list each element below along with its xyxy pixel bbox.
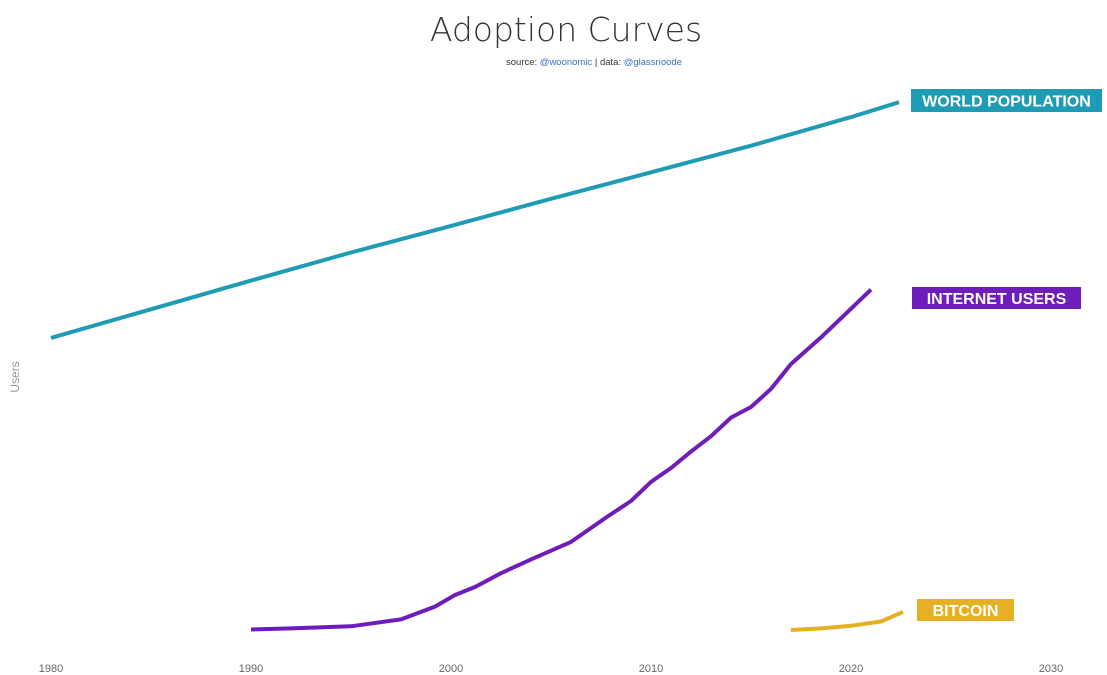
x-tick-label-2030: 2030 <box>1039 663 1063 675</box>
series-label-text-internet-users: INTERNET USERS <box>927 291 1067 308</box>
series-label-box-internet-users <box>912 287 1081 309</box>
series-label-bitcoin: BITCOIN <box>917 599 1014 621</box>
x-axis-ticks: 1980 1990 2000 2010 2020 2030 <box>39 663 1063 675</box>
source-handle-link[interactable]: @woonomic <box>540 57 593 68</box>
series-label-box-world-population <box>911 89 1102 112</box>
series-label-text-bitcoin: BITCOIN <box>933 603 999 620</box>
series-lines <box>50 100 904 632</box>
y-axis-label: Users <box>8 361 22 392</box>
series-line-world-population <box>50 100 900 340</box>
x-tick-label-2020: 2020 <box>839 663 863 675</box>
series-labels: WORLD POPULATION INTERNET USERS BITCOIN <box>911 89 1102 621</box>
series-label-text-world-population: WORLD POPULATION <box>922 94 1091 111</box>
subtitle-prefix: source: <box>506 57 540 68</box>
series-line-internet-users <box>250 288 873 632</box>
chart-title: Adoption Curves <box>430 10 702 49</box>
series-label-box-bitcoin <box>917 599 1014 621</box>
data-handle-link[interactable]: @glassnoode <box>624 57 682 68</box>
x-tick-label-1980: 1980 <box>39 663 63 675</box>
subtitle-separator: | data: <box>592 57 624 68</box>
chart-subtitle: source: @woonomic | data: @glassnoode <box>506 57 682 68</box>
series-label-world-population: WORLD POPULATION <box>911 89 1102 112</box>
x-tick-label-2010: 2010 <box>639 663 663 675</box>
series-line-bitcoin <box>790 610 904 632</box>
series-label-internet-users: INTERNET USERS <box>912 287 1081 309</box>
x-tick-label-1990: 1990 <box>239 663 263 675</box>
x-tick-label-2000: 2000 <box>439 663 463 675</box>
